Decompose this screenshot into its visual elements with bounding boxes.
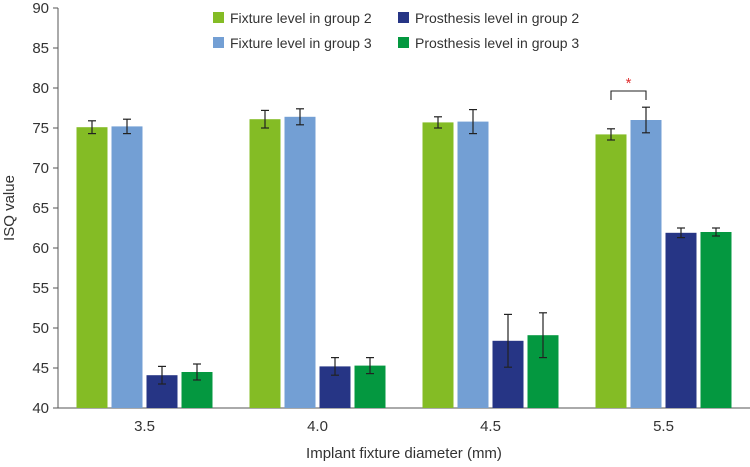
legend-label: Prosthesis level in group 3 xyxy=(415,35,579,51)
significance-star: * xyxy=(626,75,632,92)
bar xyxy=(284,116,316,409)
y-tick-label: 40 xyxy=(32,400,49,417)
legend-swatch xyxy=(213,37,224,48)
legend-swatch xyxy=(398,12,409,23)
bar xyxy=(630,120,662,408)
bar xyxy=(700,232,732,408)
legend-label: Fixture level in group 3 xyxy=(230,35,372,51)
bar xyxy=(665,232,697,408)
y-tick-label: 70 xyxy=(32,160,49,177)
legend-label: Fixture level in group 2 xyxy=(230,10,372,26)
y-axis: 40 45 50 55 60 65 70 75 80 85 90 xyxy=(32,0,59,417)
x-tick-label: 3.5 xyxy=(134,418,155,435)
error-bars-group xyxy=(88,106,720,385)
y-tick-label: 55 xyxy=(32,280,49,297)
bars-group xyxy=(76,116,732,409)
bar xyxy=(249,119,281,408)
x-axis: 3.5 4.0 4.5 5.5 xyxy=(58,407,750,435)
bar xyxy=(76,127,108,408)
bar xyxy=(111,126,143,409)
legend-swatch xyxy=(213,12,224,23)
legend-swatch xyxy=(398,37,409,48)
y-tick-label: 90 xyxy=(32,0,49,17)
y-tick-label: 75 xyxy=(32,120,49,137)
y-tick-label: 65 xyxy=(32,200,49,217)
x-tick-label: 4.0 xyxy=(307,418,328,435)
x-tick-label: 5.5 xyxy=(653,418,674,435)
y-axis-title: ISQ value xyxy=(1,175,18,241)
x-tick-label: 4.5 xyxy=(480,418,501,435)
bar xyxy=(422,122,454,409)
y-tick-label: 50 xyxy=(32,320,49,337)
significance-bracket xyxy=(610,90,647,100)
annotations-group: * xyxy=(610,75,647,100)
y-tick-label: 60 xyxy=(32,240,49,257)
x-axis-title: Implant fixture diameter (mm) xyxy=(306,445,502,462)
y-tick-label: 85 xyxy=(32,40,49,57)
bar xyxy=(457,121,489,408)
legend: Fixture level in group 2 Fixture level in… xyxy=(213,10,579,51)
bar xyxy=(595,134,627,408)
y-tick-label: 45 xyxy=(32,360,49,377)
y-tick-label: 80 xyxy=(32,80,49,97)
legend-label: Prosthesis level in group 2 xyxy=(415,10,579,26)
